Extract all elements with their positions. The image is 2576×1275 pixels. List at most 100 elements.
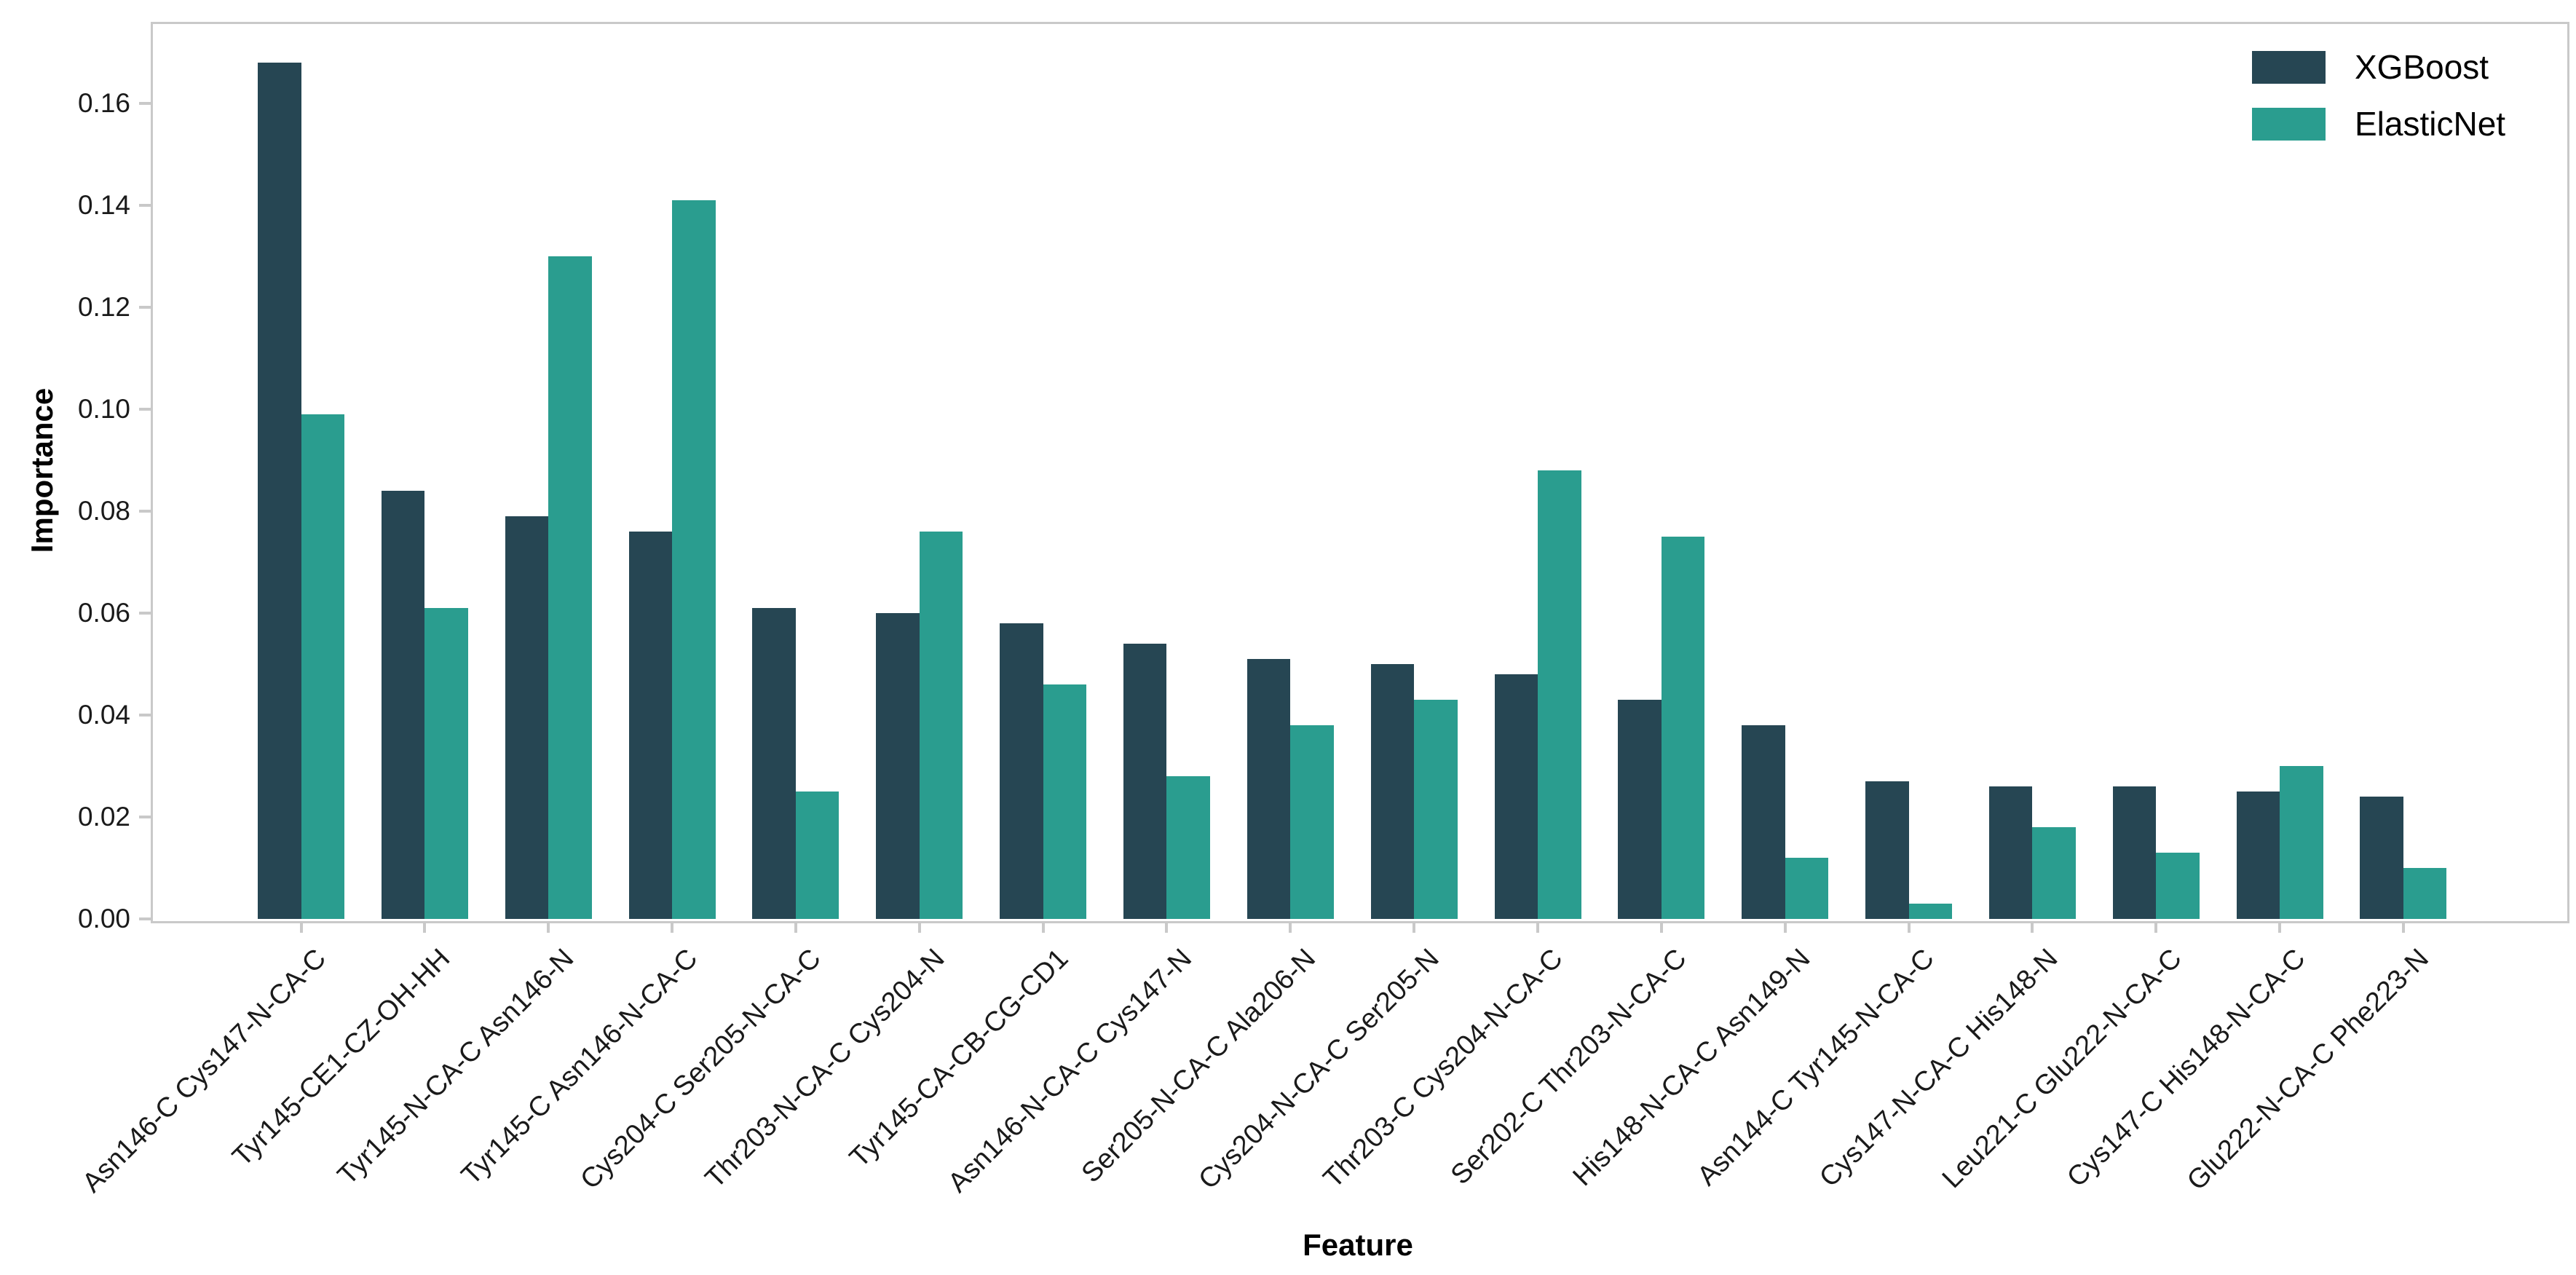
bar-xgboost-15 xyxy=(1988,786,2033,919)
x-tick-mark xyxy=(1907,921,1911,933)
x-tick-label: Tyr145-CE1-CZ-OH-HH xyxy=(226,943,457,1173)
y-tick-label: 0.04 xyxy=(77,700,130,730)
bar-elasticnet-7 xyxy=(1043,684,1087,919)
x-tick-mark xyxy=(423,921,427,933)
bar-xgboost-18 xyxy=(2360,797,2403,919)
x-tick-mark xyxy=(2031,921,2034,933)
x-tick-label: Tyr145-C Asn146-N-CA-C xyxy=(455,943,704,1191)
bar-elasticnet-8 xyxy=(1166,776,1210,919)
x-tick-mark xyxy=(917,921,921,933)
bar-elasticnet-10 xyxy=(1414,700,1458,919)
bar-xgboost-16 xyxy=(2112,786,2157,919)
x-tick-label: Cys204-C Ser205-N-CA-C xyxy=(574,943,827,1196)
legend-item-elasticnet: ElasticNet xyxy=(2252,106,2505,141)
bar-xgboost-17 xyxy=(2236,792,2280,919)
x-tick-label: Tyr145-N-CA-C Asn146-N xyxy=(331,943,580,1191)
x-tick-label: Ser205-N-CA-C Ala206-N xyxy=(1075,943,1322,1189)
bar-xgboost-2 xyxy=(381,491,425,919)
x-tick-label: Asn144-C Tyr145-N-CA-C xyxy=(1691,943,1940,1192)
bar-elasticnet-9 xyxy=(1290,725,1334,919)
x-tick-mark xyxy=(547,921,550,933)
x-tick-label: Cys147-C His148-N-CA-C xyxy=(2061,943,2312,1193)
x-tick-label: Glu222-N-CA-C Phe223-N xyxy=(2181,943,2435,1197)
y-tick-mark xyxy=(139,816,151,818)
y-tick-label: 0.00 xyxy=(77,904,130,933)
x-tick-label: His148-N-CA-C Asn149-N xyxy=(1567,943,1817,1193)
x-tick-label: Tyr145-CA-CB-CG-CD1 xyxy=(844,943,1075,1174)
bar-elasticnet-4 xyxy=(672,200,716,919)
x-tick-mark xyxy=(2278,921,2282,933)
bar-xgboost-13 xyxy=(1742,725,1785,919)
y-tick-mark xyxy=(139,612,151,615)
y-tick-mark xyxy=(139,510,151,513)
x-tick-mark xyxy=(299,921,303,933)
x-tick-label: Cys204-N-CA-C Ser205-N xyxy=(1193,943,1446,1196)
x-tick-label: Asn146-C Cys147-N-CA-C xyxy=(76,943,333,1199)
bar-xgboost-6 xyxy=(876,613,920,919)
bar-elasticnet-18 xyxy=(2403,868,2447,919)
bar-elasticnet-2 xyxy=(424,608,468,919)
y-tick-mark xyxy=(139,102,151,105)
x-tick-label: Cys147-N-CA-C His148-N xyxy=(1814,943,2064,1193)
x-tick-label: Thr203-N-CA-C Cys204-N xyxy=(699,943,951,1195)
bar-elasticnet-1 xyxy=(301,414,344,919)
y-tick-mark xyxy=(139,204,151,207)
bar-elasticnet-5 xyxy=(795,792,839,919)
y-tick-mark xyxy=(139,306,151,309)
bar-xgboost-8 xyxy=(1123,644,1167,919)
bar-elasticnet-15 xyxy=(2032,827,2076,919)
legend: XGBoost ElasticNet xyxy=(2252,50,2505,163)
bar-xgboost-14 xyxy=(1865,781,1909,919)
bar-xgboost-7 xyxy=(1000,623,1043,919)
y-tick-label: 0.12 xyxy=(77,292,130,322)
legend-item-xgboost: XGBoost xyxy=(2252,50,2505,84)
x-tick-mark xyxy=(1783,921,1787,933)
bar-xgboost-5 xyxy=(752,608,796,919)
bar-elasticnet-12 xyxy=(1661,537,1705,919)
bar-xgboost-11 xyxy=(1494,674,1538,919)
bar-xgboost-4 xyxy=(628,532,673,919)
y-tick-label: 0.02 xyxy=(77,802,130,832)
bar-elasticnet-6 xyxy=(919,532,963,919)
bar-elasticnet-11 xyxy=(1538,470,1581,919)
bar-elasticnet-17 xyxy=(2280,766,2323,919)
legend-label-xgboost: XGBoost xyxy=(2355,48,2489,86)
bar-elasticnet-16 xyxy=(2156,853,2200,919)
x-tick-mark xyxy=(671,921,674,933)
x-tick-mark xyxy=(2401,921,2405,933)
x-tick-label: Ser202-C Thr203-N-CA-C xyxy=(1445,943,1693,1191)
plot-area xyxy=(151,22,2565,919)
y-tick-label: 0.10 xyxy=(77,394,130,424)
bar-elasticnet-14 xyxy=(1908,904,1953,919)
x-tick-mark xyxy=(1659,921,1663,933)
x-axis-label: Feature xyxy=(1303,1228,1413,1262)
x-tick-mark xyxy=(1041,921,1045,933)
x-tick-mark xyxy=(1165,921,1169,933)
x-tick-mark xyxy=(1413,921,1416,933)
x-tick-label: Asn146-N-CA-C Cys147-N xyxy=(942,943,1198,1199)
x-tick-label: Thr203-C Cys204-N-CA-C xyxy=(1318,943,1569,1195)
bar-xgboost-1 xyxy=(258,63,301,919)
y-tick-label: 0.08 xyxy=(77,496,130,526)
y-tick-label: 0.14 xyxy=(77,190,130,220)
x-tick-mark xyxy=(794,921,797,933)
x-tick-mark xyxy=(1289,921,1292,933)
legend-label-elasticnet: ElasticNet xyxy=(2355,105,2506,143)
bar-xgboost-10 xyxy=(1370,664,1415,919)
y-tick-mark xyxy=(139,408,151,411)
x-tick-mark xyxy=(2154,921,2158,933)
bar-xgboost-12 xyxy=(1618,700,1662,919)
y-tick-mark xyxy=(139,714,151,717)
y-tick-label: 0.16 xyxy=(77,88,130,118)
elasticnet-swatch-icon xyxy=(2252,107,2326,141)
y-tick-mark xyxy=(139,917,151,920)
bar-elasticnet-3 xyxy=(548,256,592,919)
bar-xgboost-9 xyxy=(1246,659,1291,919)
x-tick-mark xyxy=(1536,921,1539,933)
xgboost-swatch-icon xyxy=(2252,50,2326,84)
x-tick-label: Leu221-C Glu222-N-CA-C xyxy=(1936,943,2188,1195)
bar-xgboost-3 xyxy=(505,516,549,919)
y-tick-label: 0.06 xyxy=(77,598,130,628)
bar-elasticnet-13 xyxy=(1785,858,1829,919)
